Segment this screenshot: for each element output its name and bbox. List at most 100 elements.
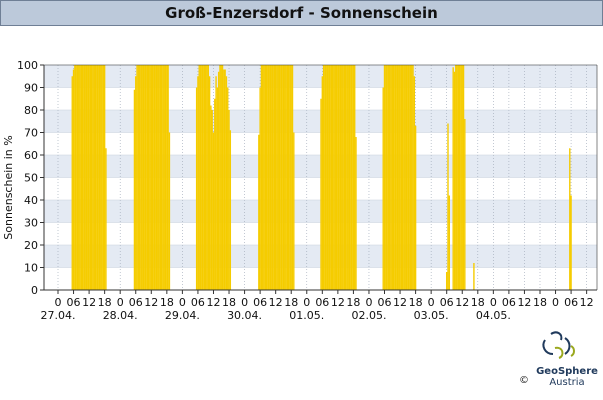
sunshine-bar [149,65,151,290]
x-tick-label: 12 [580,296,594,309]
sunshine-bar [168,132,171,290]
sunshine-bar [142,65,145,290]
sunshine-bar [268,65,270,290]
sunshine-bar [72,69,75,290]
sunshine-bar [282,65,285,290]
sunshine-bar [400,65,403,290]
sunshine-bar [84,65,86,290]
sunshine-bar [413,76,416,290]
sunshine-bar [138,65,141,290]
x-tick-label: 06 [315,296,329,309]
x-tick-label: 06 [502,296,516,309]
x-tick-label: 0 [428,296,435,309]
sunshine-bar [158,65,160,290]
sunshine-bar [137,65,140,290]
sunshine-bar [212,132,215,290]
x-tick-label: 0 [55,296,62,309]
sunshine-bar [570,195,572,290]
sunshine-bar [344,65,347,290]
y-tick-label: 100 [17,59,38,72]
sunshine-bar [331,65,334,290]
logo-subtitle: Austria [549,377,585,388]
sunshine-bar [221,65,224,290]
sunshine-bar [195,87,198,290]
copyright-mark: © [519,375,529,386]
sunshine-bar [409,65,412,290]
x-tick-label: 0 [303,296,310,309]
sunshine-bar [160,65,163,290]
sunshine-bar [273,65,276,290]
sunshine-bar [322,65,325,290]
sunshine-bar [348,65,351,290]
plot-band [44,65,597,88]
sunshine-bar [135,76,137,290]
x-tick-label: 0 [365,296,372,309]
sunshine-bar [202,65,204,290]
sunshine-bar [81,65,84,290]
sunshine-bar [387,65,390,290]
sunshine-bar [388,65,391,290]
sunshine-bar [408,65,410,290]
sunshine-bar [280,65,282,290]
x-tick-label: 06 [253,296,267,309]
x-tick-label: 18 [533,296,547,309]
sunshine-bar [262,65,264,290]
sunshine-bar [229,130,232,290]
sunshine-bar [83,65,85,290]
sunshine-bar [337,65,339,290]
sunshine-bar [74,65,76,290]
sunshine-bar [92,65,94,290]
sunshine-bar [71,76,73,290]
sunshine-bar [460,65,462,290]
y-tick-label: 0 [31,284,38,297]
x-tick-label: 12 [331,296,345,309]
sunshine-bar [343,65,346,290]
sunshine-bar [355,137,357,290]
sunshine-bar [214,98,216,290]
x-tick-label: 12 [206,296,220,309]
x-tick-label: 12 [269,296,283,309]
x-tick-label: 06 [378,296,392,309]
sunshine-bar [101,65,103,290]
sunshine-bar [205,65,207,290]
sunshine-bar [395,65,397,290]
sunshine-bar [291,65,294,290]
sunshine-bar [412,65,414,290]
x-tick-label: 0 [241,296,248,309]
sunshine-bar [163,65,165,290]
sunshine-bar [217,71,220,290]
sunshine-bar [203,65,206,290]
sunshine-bar [225,76,228,290]
sunshine-bar [87,65,89,290]
sunshine-bar [274,65,277,290]
sunshine-bar [224,69,226,290]
sunshine-bar [334,65,336,290]
date-label: 27.04. [41,309,76,322]
sunshine-bar [403,65,405,290]
sunshine-bar [346,65,348,290]
y-tick-label: 80 [24,104,38,117]
sunshine-bar [215,76,217,290]
sunshine-bar [335,65,338,290]
sunshine-bar [207,65,209,290]
sunshine-bar [208,76,211,290]
sunshine-bar [201,65,203,290]
sunshine-bar [141,65,143,290]
sunshine-bar [88,65,90,290]
sunshine-bar [392,65,395,290]
sunshine-bar [293,132,295,290]
x-tick-label: 06 [440,296,454,309]
x-tick-label: 06 [191,296,205,309]
sunshine-bar [223,69,225,290]
sunshine-bar [341,65,343,290]
sunshine-bar [351,65,353,290]
y-tick-label: 20 [24,239,38,252]
sunshine-bar [330,65,333,290]
sunshine-bar [146,65,149,290]
x-tick-label: 0 [179,296,186,309]
sunshine-bar [75,65,77,290]
sunshine-bar [329,65,331,290]
sunshine-bar [281,65,283,290]
sunshine-bar [219,65,221,290]
sunshine-bar [342,65,344,290]
